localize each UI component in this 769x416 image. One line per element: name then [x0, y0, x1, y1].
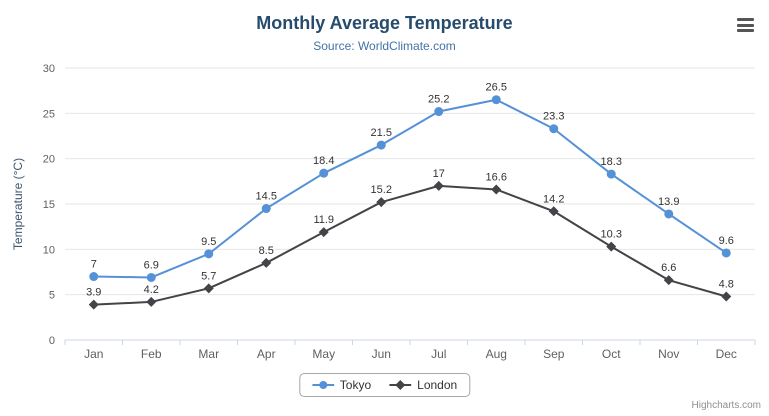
data-label-london: 10.3: [601, 229, 622, 241]
tokyo-series-line[interactable]: [92, 98, 728, 279]
point-london-apr[interactable]: [261, 257, 272, 268]
x-axis-label: Feb: [141, 347, 162, 361]
point-tokyo-jan[interactable]: [89, 272, 99, 282]
legend-item-tokyo[interactable]: Tokyo: [311, 378, 372, 392]
data-label-tokyo: 7: [91, 259, 97, 271]
point-tokyo-feb[interactable]: [146, 272, 156, 282]
data-label-london: 8.5: [259, 245, 274, 257]
data-label-london: 11.9: [313, 214, 334, 226]
y-axis-tick-label: 30: [43, 63, 55, 75]
point-london-nov[interactable]: [663, 275, 674, 286]
data-label-tokyo: 6.9: [144, 259, 159, 271]
data-label-tokyo: 18.3: [601, 156, 622, 168]
x-axis-label: Jul: [431, 347, 446, 361]
point-london-feb[interactable]: [146, 296, 157, 307]
point-london-mar[interactable]: [203, 283, 214, 294]
hamburger-icon: [736, 16, 754, 35]
data-label-tokyo: 14.5: [256, 191, 277, 203]
x-axis-label: Sep: [543, 347, 565, 361]
chart-subtitle: Source: WorldClimate.com: [313, 39, 456, 53]
point-london-may[interactable]: [318, 227, 329, 238]
data-label-london: 5.7: [201, 270, 216, 282]
data-label-tokyo: 9.6: [719, 235, 734, 247]
x-axis-label: Nov: [658, 347, 679, 361]
data-label-london: 4.2: [144, 284, 159, 296]
point-london-jun[interactable]: [376, 197, 387, 208]
point-tokyo-may[interactable]: [319, 168, 329, 178]
point-london-dec[interactable]: [721, 291, 732, 302]
y-axis-tick-label: 5: [49, 290, 55, 302]
x-axis-label: Apr: [257, 347, 276, 361]
data-label-tokyo: 9.5: [201, 236, 216, 248]
point-london-jan[interactable]: [88, 299, 99, 310]
data-label-london: 15.2: [371, 184, 392, 196]
data-label-tokyo: 18.4: [313, 155, 334, 167]
point-tokyo-dec[interactable]: [721, 248, 731, 258]
x-axis-label: Oct: [602, 347, 621, 361]
data-label-london: 14.2: [543, 193, 564, 205]
point-tokyo-sep[interactable]: [549, 124, 559, 134]
tokyo-series-icon: [311, 381, 334, 389]
x-axis-label: Dec: [716, 347, 737, 361]
point-london-jul[interactable]: [433, 180, 444, 191]
y-axis-tick-label: 10: [43, 244, 55, 256]
point-tokyo-jul[interactable]: [434, 107, 444, 117]
legend-label-london: London: [417, 378, 458, 392]
london-series-icon: [389, 380, 412, 390]
credits-link[interactable]: Highcharts.com: [691, 400, 761, 411]
point-london-oct[interactable]: [606, 241, 617, 252]
y-axis-tick-label: 15: [43, 199, 55, 211]
data-label-london: 17: [433, 168, 445, 180]
point-london-aug[interactable]: [491, 184, 502, 195]
y-axis-tick-label: 0: [49, 335, 55, 347]
london-series-line[interactable]: [92, 184, 728, 306]
x-axis-label: Mar: [198, 347, 219, 361]
data-label-london: 6.6: [661, 262, 676, 274]
legend-label-tokyo: Tokyo: [339, 378, 372, 392]
x-axis-label: Aug: [486, 347, 507, 361]
point-tokyo-aug[interactable]: [491, 95, 501, 105]
point-tokyo-oct[interactable]: [606, 169, 616, 179]
y-axis-tick-label: 25: [43, 108, 55, 120]
legend: Tokyo London: [298, 373, 471, 397]
data-label-london: 4.8: [719, 278, 734, 290]
point-tokyo-mar[interactable]: [204, 249, 214, 259]
data-label-tokyo: 21.5: [371, 127, 392, 139]
x-axis-label: May: [312, 347, 335, 361]
data-label-tokyo: 26.5: [486, 82, 507, 94]
point-tokyo-apr[interactable]: [261, 204, 271, 214]
point-tokyo-jun[interactable]: [376, 140, 386, 150]
export-menu-button[interactable]: [732, 14, 758, 36]
data-label-tokyo: 25.2: [428, 94, 449, 106]
chart-title: Monthly Average Temperature: [256, 13, 513, 33]
y-axis-title: Temperature (°C): [11, 158, 25, 250]
data-label-london: 16.6: [486, 171, 507, 183]
point-london-sep[interactable]: [548, 206, 559, 217]
point-tokyo-nov[interactable]: [664, 209, 674, 219]
data-label-london: 3.9: [86, 287, 101, 299]
y-axis-tick-label: 20: [43, 154, 55, 166]
x-axis-label: Jun: [372, 347, 391, 361]
data-label-tokyo: 13.9: [658, 196, 679, 208]
x-axis-label: Jan: [84, 347, 103, 361]
legend-item-london[interactable]: London: [389, 378, 457, 392]
data-label-tokyo: 23.3: [543, 111, 564, 123]
